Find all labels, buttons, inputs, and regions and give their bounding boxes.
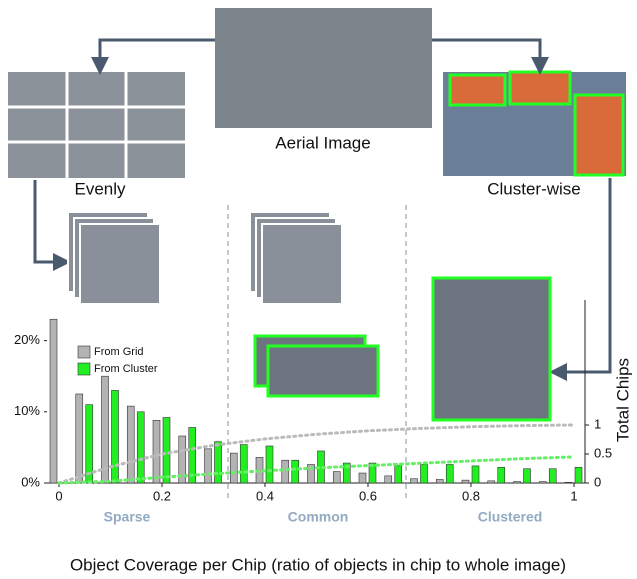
bar	[229, 452, 238, 484]
y2-tick-label: 0.5	[594, 445, 612, 460]
bar	[75, 393, 84, 484]
bar	[548, 468, 557, 484]
x-tick-label: 1	[570, 488, 577, 503]
y2-tick-label: 1	[594, 416, 601, 431]
x-tick-label: 0.2	[153, 488, 171, 503]
label: Evenly	[74, 179, 126, 198]
common-chips	[249, 211, 343, 305]
grid-split	[8, 72, 185, 178]
bar	[445, 464, 454, 484]
bar	[204, 448, 212, 484]
bar	[152, 420, 161, 484]
y2-tick-label: 0	[594, 474, 601, 489]
bar	[420, 464, 428, 484]
arrow	[91, 38, 215, 75]
bar	[497, 467, 506, 484]
bar	[384, 475, 393, 484]
bar	[188, 427, 197, 484]
bar	[281, 459, 290, 484]
evenly-image	[8, 72, 185, 178]
cumulative-line	[57, 455, 576, 485]
aerial-image	[215, 8, 432, 128]
arrow	[33, 180, 71, 271]
region-label: Clustered	[478, 509, 543, 525]
cluster-boxes	[448, 70, 625, 177]
cluster-chips	[253, 276, 552, 422]
x-tick-label: 0.4	[256, 488, 274, 503]
bar	[538, 481, 547, 484]
bar	[513, 481, 521, 484]
arrow	[549, 178, 612, 381]
bar	[358, 472, 367, 484]
region-label: Common	[288, 509, 349, 525]
bar	[85, 404, 94, 484]
bar	[49, 318, 58, 484]
bar	[471, 465, 480, 484]
arrow	[432, 38, 549, 75]
bar	[162, 417, 171, 484]
bar	[214, 441, 222, 484]
legend-swatch	[77, 362, 91, 376]
bar	[461, 479, 470, 484]
region-divider	[227, 205, 407, 500]
bar	[178, 435, 187, 484]
bar	[291, 459, 300, 484]
legend-label: From Grid	[94, 346, 144, 358]
bar	[101, 375, 109, 484]
bar	[410, 478, 418, 484]
bar	[368, 462, 377, 484]
x-tick-label: 0	[55, 488, 62, 503]
x-tick-label: 0.6	[359, 488, 377, 503]
bar	[332, 471, 341, 484]
bar	[487, 480, 496, 484]
region-label: Sparse	[104, 509, 151, 525]
label: Aerial Image	[275, 133, 370, 152]
bar	[136, 411, 145, 484]
bar	[111, 390, 119, 484]
bar	[523, 468, 531, 484]
y-tick-label: 20%	[14, 332, 40, 347]
y2-axis-title: Total Chips	[613, 358, 632, 442]
bar	[564, 481, 573, 484]
cumulative-line	[57, 423, 576, 485]
bar	[435, 479, 444, 484]
legend-swatch	[77, 345, 91, 359]
y-tick-label: 0%	[21, 474, 40, 489]
evenly-chips	[67, 211, 161, 305]
x-axis-title: Object Coverage per Chip (ratio of objec…	[70, 555, 566, 574]
bar	[126, 405, 135, 484]
axes	[47, 300, 586, 484]
bar	[307, 464, 315, 484]
bar	[265, 445, 274, 484]
label: Cluster-wise	[487, 179, 581, 198]
bar	[394, 464, 403, 484]
bar	[239, 444, 248, 484]
bar	[574, 467, 583, 484]
legend-label: From Cluster	[94, 363, 158, 375]
x-tick-label: 0.8	[462, 488, 480, 503]
y-tick-label: 10%	[14, 403, 40, 418]
bar	[342, 462, 351, 484]
